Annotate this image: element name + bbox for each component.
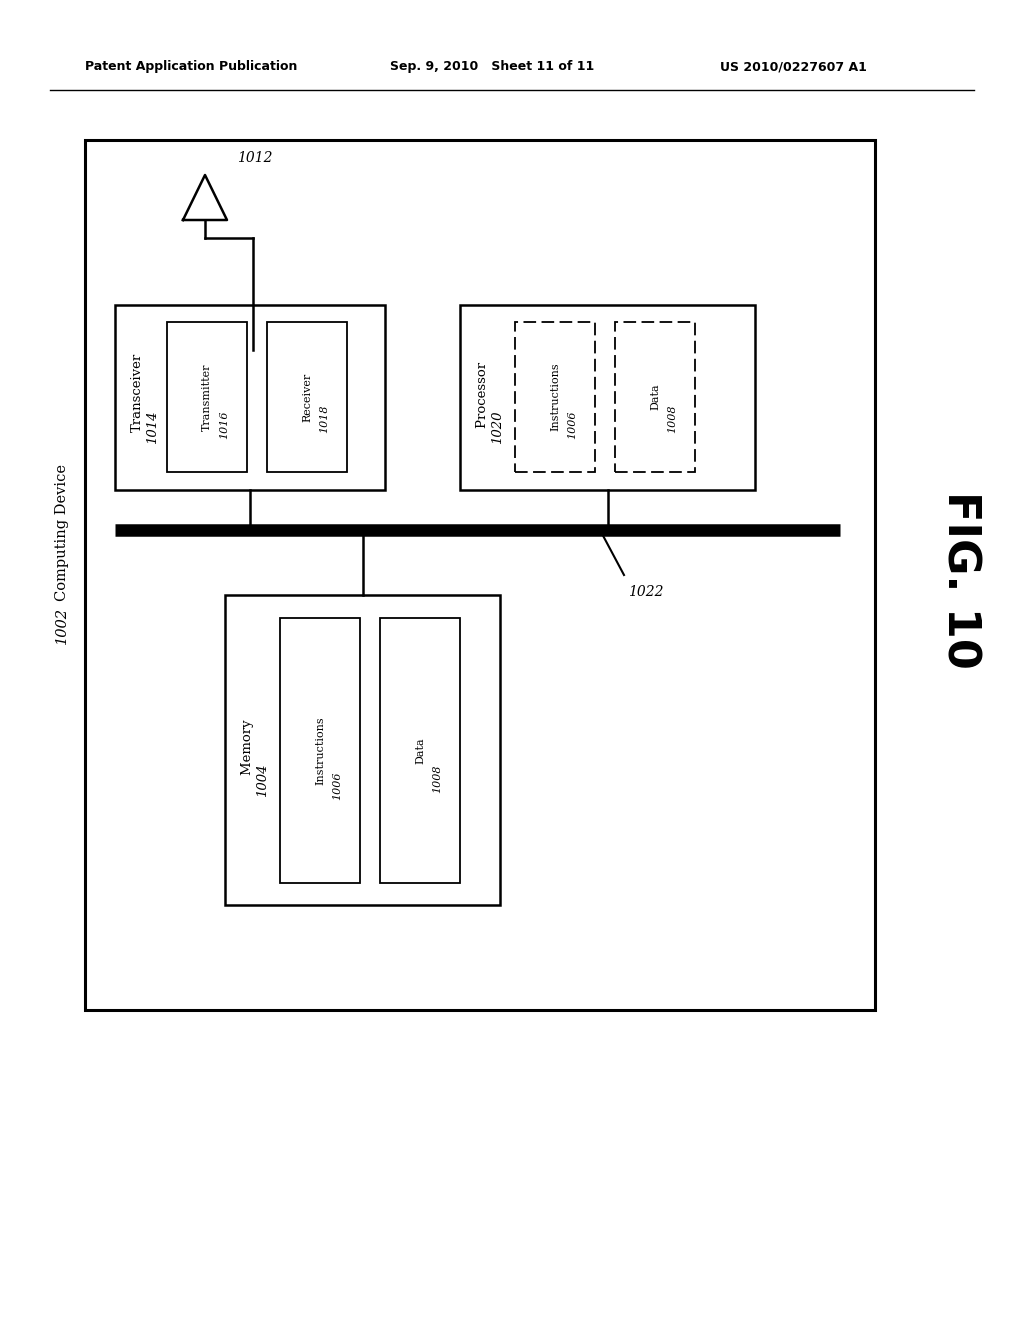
Text: US 2010/0227607 A1: US 2010/0227607 A1 xyxy=(720,59,867,73)
Text: Transceiver: Transceiver xyxy=(130,352,143,432)
Text: 1012: 1012 xyxy=(237,150,272,165)
Bar xyxy=(225,595,500,906)
Text: Computing Device: Computing Device xyxy=(55,459,69,601)
Text: Patent Application Publication: Patent Application Publication xyxy=(85,59,297,73)
Bar xyxy=(115,305,385,490)
Text: 1004: 1004 xyxy=(256,763,269,797)
Text: 1002: 1002 xyxy=(55,606,69,644)
Bar xyxy=(460,305,755,490)
Bar xyxy=(267,322,347,473)
Text: 1008: 1008 xyxy=(432,764,442,793)
Text: 1022: 1022 xyxy=(628,585,664,599)
Bar xyxy=(615,322,695,473)
Text: Processor: Processor xyxy=(475,358,488,428)
Text: Data: Data xyxy=(650,384,660,411)
Text: 1006: 1006 xyxy=(332,772,342,800)
Text: Data: Data xyxy=(415,738,425,764)
Bar xyxy=(515,322,595,473)
Text: 1008: 1008 xyxy=(667,405,677,433)
Bar xyxy=(167,322,247,473)
Bar xyxy=(85,140,874,1010)
Text: 1016: 1016 xyxy=(219,411,229,440)
Text: Sep. 9, 2010   Sheet 11 of 11: Sep. 9, 2010 Sheet 11 of 11 xyxy=(390,59,594,73)
Text: 1020: 1020 xyxy=(492,411,505,445)
Text: Instructions: Instructions xyxy=(550,363,560,432)
Text: 1018: 1018 xyxy=(319,405,329,433)
Text: Memory: Memory xyxy=(241,715,254,775)
Text: 1014: 1014 xyxy=(146,411,160,445)
Text: Transmitter: Transmitter xyxy=(202,363,212,430)
Text: FIG. 10: FIG. 10 xyxy=(939,491,981,669)
Bar xyxy=(280,618,360,883)
Text: 1006: 1006 xyxy=(567,411,577,440)
Text: Receiver: Receiver xyxy=(302,372,312,421)
Text: Instructions: Instructions xyxy=(315,717,325,785)
Bar xyxy=(380,618,460,883)
